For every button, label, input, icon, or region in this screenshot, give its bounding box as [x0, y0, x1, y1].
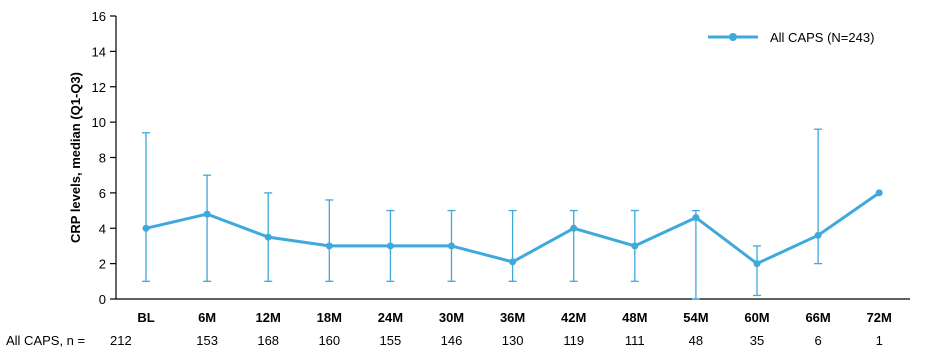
x-tick-label: 36M — [500, 310, 525, 325]
data-point — [448, 242, 455, 250]
n-value: 35 — [750, 333, 764, 348]
data-point — [142, 224, 150, 232]
legend-marker — [729, 33, 737, 41]
n-value: 168 — [257, 333, 279, 348]
legend: All CAPS (N=243) — [708, 30, 874, 45]
n-value: 153 — [196, 333, 218, 348]
n-value: 48 — [689, 333, 703, 348]
y-tick-label: 6 — [99, 186, 106, 201]
x-tick-label: 54M — [683, 310, 708, 325]
x-tick-label: 72M — [867, 310, 892, 325]
n-value: 212 — [110, 333, 132, 348]
n-value: 111 — [625, 333, 645, 348]
legend-entry: All CAPS (N=243) — [770, 30, 874, 45]
data-point — [386, 242, 394, 250]
data-point — [692, 214, 700, 222]
data-point — [509, 258, 517, 266]
n-row-label: All CAPS, n = — [6, 333, 85, 348]
data-point — [570, 224, 578, 232]
n-value: 146 — [441, 333, 463, 348]
n-value: 119 — [563, 333, 584, 348]
x-category-labels: BL 6M 12M 18M 24M 30M 36M 42M 48M 54M 60M 66M 72M — [137, 310, 892, 325]
y-axis: 0 2 4 6 8 10 12 14 16 — [92, 9, 117, 307]
x-tick-label: 42M — [561, 310, 586, 325]
data-point — [264, 233, 272, 241]
y-tick-label: 12 — [92, 80, 106, 95]
y-tick-label: 2 — [99, 257, 106, 272]
n-value: 6 — [814, 333, 821, 348]
y-tick-label: 8 — [99, 151, 106, 166]
x-tick-label: BL — [137, 310, 154, 325]
y-tick-label: 14 — [92, 44, 106, 59]
n-value: 130 — [502, 333, 524, 348]
data-point — [753, 260, 761, 268]
y-tick-label: 4 — [99, 221, 106, 236]
data-point — [631, 242, 639, 250]
n-value: 1 — [876, 333, 883, 348]
data-point — [875, 189, 883, 197]
y-tick-label: 16 — [92, 9, 106, 24]
n-value: 160 — [318, 333, 340, 348]
y-axis-label: CRP levels, median (Q1-Q3) — [68, 72, 83, 243]
n-row: All CAPS, n = 212 153 168 160 155 146 130 119 11… — [6, 333, 883, 348]
x-tick-label: 60M — [744, 310, 769, 325]
y-tick-label: 10 — [92, 115, 106, 130]
x-tick-label: 18M — [317, 310, 342, 325]
n-value: 155 — [380, 333, 402, 348]
data-point — [325, 242, 333, 250]
x-tick-label: 6M — [198, 310, 216, 325]
x-tick-label: 12M — [256, 310, 281, 325]
error-bars — [142, 128, 823, 300]
data-point — [203, 210, 211, 218]
x-tick-label: 30M — [439, 310, 464, 325]
y-tick-label: 0 — [99, 292, 106, 307]
x-tick-label: 66M — [805, 310, 830, 325]
data-point — [814, 231, 822, 239]
series-all-caps — [142, 189, 883, 268]
x-tick-label: 48M — [622, 310, 647, 325]
x-tick-label: 24M — [378, 310, 403, 325]
